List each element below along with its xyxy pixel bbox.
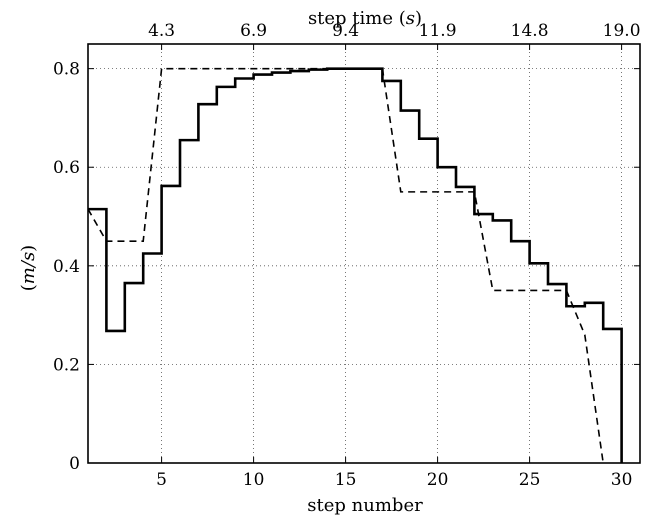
top-tick-label: 19.0 [603,21,641,41]
x-tick-label: 20 [427,470,449,490]
grid [88,44,640,464]
plot-frame [87,43,641,464]
top-tick-label: 9.4 [332,21,359,41]
y-tick-label: 0 [69,454,80,474]
x-tick-label: 30 [611,470,633,490]
ticks: 5 10 15 20 25 30 0 0.2 0.4 0.6 0.8 4.3 6.9 9.4 11.9 14.… [53,21,641,490]
top-tick-label: 14.8 [511,21,549,41]
y-tick-label: 0.4 [53,257,80,277]
x-tick-label: 5 [156,470,167,490]
x-tick-label: 25 [519,470,541,490]
top-tick-label: 6.9 [240,21,267,41]
x-tick-label: 15 [335,470,357,490]
x-axis-title: step number [307,495,423,516]
top-tick-label: 4.3 [148,21,175,41]
y-tick-label: 0.8 [53,60,80,80]
top-axis-title: step time (s) [308,8,422,29]
y-axis-title: (m/s) [18,245,39,291]
y-axis-unit: m/s [18,252,39,284]
top-axis-unit: s [406,8,415,29]
series-layer [87,67,623,464]
y-tick-label: 0.6 [53,158,80,178]
top-tick-label: 11.9 [419,21,457,41]
y-tick-label: 0.2 [53,355,80,375]
x-tick-label: 10 [243,470,265,490]
series-dashed [87,67,604,464]
